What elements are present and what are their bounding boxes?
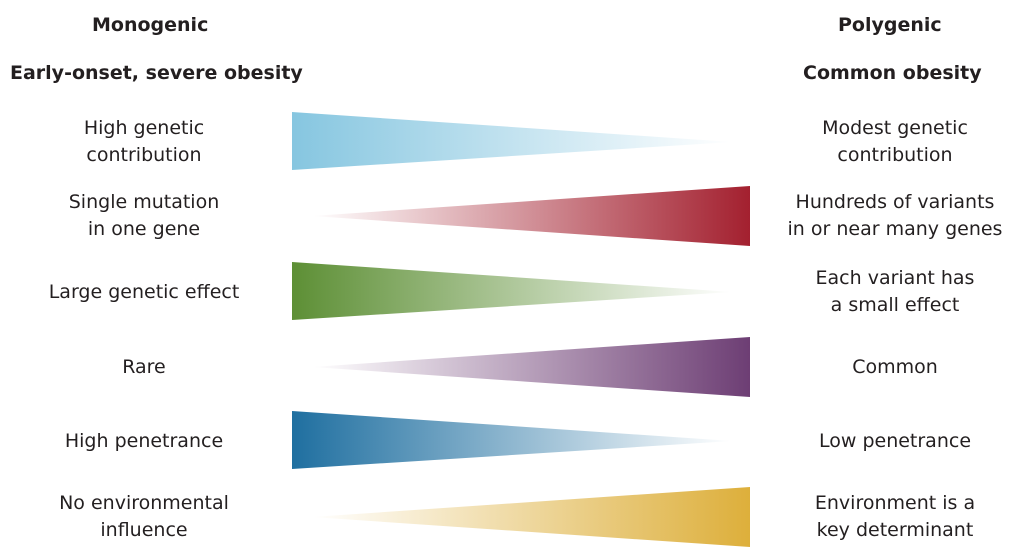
- monogenic-trait-label: No environmental influence: [10, 487, 278, 547]
- polygenic-trait-label: Hundreds of variants in or near many gen…: [778, 186, 1012, 246]
- monogenic-trait-label: Single mutation in one gene: [10, 186, 278, 246]
- gradient-wedge: [292, 112, 752, 172]
- comparison-row-6: No environmental influence Environment i…: [0, 487, 1014, 547]
- polygenic-trait-label: Common: [778, 337, 1012, 397]
- gradient-wedge: [292, 186, 752, 246]
- comparison-row-5: High penetrance Low penetrance: [0, 411, 1014, 471]
- monogenic-trait-label: Rare: [10, 337, 278, 397]
- wedge-shape: [292, 112, 732, 170]
- gradient-wedge: [292, 411, 752, 471]
- polygenic-trait-label: Environment is a key determinant: [778, 487, 1012, 547]
- polygenic-trait-label: Low penetrance: [778, 411, 1012, 471]
- wedge-shape: [312, 186, 750, 246]
- polygenic-title: Polygenic: [838, 14, 942, 36]
- wedge-shape: [312, 487, 750, 547]
- gradient-wedge: [292, 262, 752, 322]
- comparison-row-1: High genetic contribution Modest genetic…: [0, 112, 1014, 172]
- monogenic-trait-label: High genetic contribution: [10, 112, 278, 172]
- monogenic-trait-label: High penetrance: [10, 411, 278, 471]
- comparison-row-2: Single mutation in one gene Hundreds of …: [0, 186, 1014, 246]
- polygenic-trait-label: Modest genetic contribution: [778, 112, 1012, 172]
- wedge-shape: [292, 411, 732, 469]
- gradient-wedge: [292, 487, 752, 547]
- wedge-shape: [312, 337, 750, 397]
- monogenic-trait-label: Large genetic effect: [10, 262, 278, 322]
- polygenic-trait-label: Each variant has a small effect: [778, 262, 1012, 322]
- monogenic-title: Monogenic: [92, 14, 208, 36]
- polygenic-subtitle: Common obesity: [803, 62, 982, 84]
- monogenic-subtitle: Early-onset, severe obesity: [10, 62, 303, 84]
- comparison-row-3: Large genetic effect Each variant has a …: [0, 262, 1014, 322]
- gradient-wedge: [292, 337, 752, 397]
- comparison-row-4: Rare Common: [0, 337, 1014, 397]
- wedge-shape: [292, 262, 732, 320]
